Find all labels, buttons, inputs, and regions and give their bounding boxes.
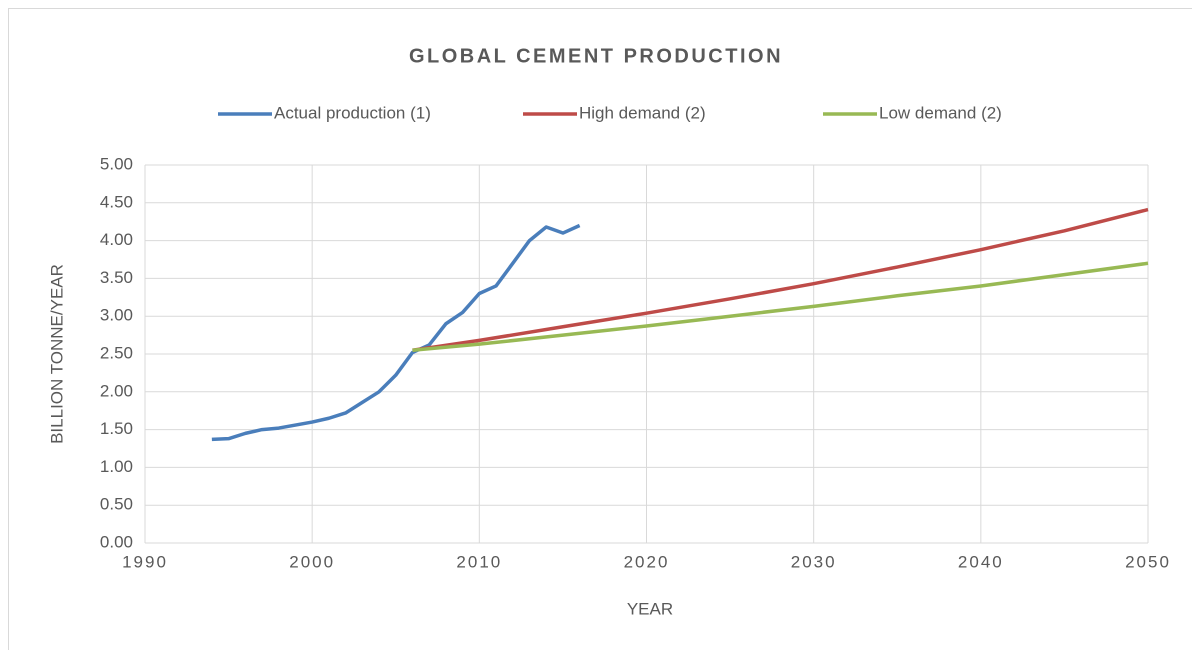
x-tick-label: 1990 — [122, 552, 168, 571]
x-tick-label: 2050 — [1125, 552, 1171, 571]
y-tick-label: 2.00 — [100, 381, 133, 400]
legend-label: Actual production (1) — [274, 103, 431, 122]
y-tick-label: 0.00 — [100, 532, 133, 551]
y-tick-label: 2.50 — [100, 343, 133, 362]
y-tick-label: 4.50 — [100, 192, 133, 211]
x-tick-label: 2030 — [791, 552, 837, 571]
y-tick-label: 1.00 — [100, 457, 133, 476]
y-tick-label: 0.50 — [100, 495, 133, 514]
line-series — [412, 207, 1149, 352]
x-tick-label: 2020 — [624, 552, 670, 571]
y-tick-label: 1.50 — [100, 419, 133, 438]
y-tick-label: 4.00 — [100, 230, 133, 249]
legend-label: High demand (2) — [579, 103, 706, 122]
chart-border — [8, 8, 1192, 650]
line-series — [412, 261, 1149, 352]
line-series — [211, 223, 581, 442]
y-tick-label: 3.50 — [100, 268, 133, 287]
x-tick-label: 2010 — [456, 552, 502, 571]
y-axis-title: BILLION TONNE/YEAR — [47, 264, 66, 444]
legend-label: Low demand (2) — [879, 103, 1002, 122]
y-tick-label: 3.00 — [100, 306, 133, 325]
x-tick-label: 2040 — [958, 552, 1004, 571]
x-axis-title: YEAR — [627, 599, 673, 618]
y-tick-label: 5.00 — [100, 154, 133, 173]
x-tick-label: 2000 — [289, 552, 335, 571]
chart-title: GLOBAL CEMENT PRODUCTION — [409, 45, 783, 67]
